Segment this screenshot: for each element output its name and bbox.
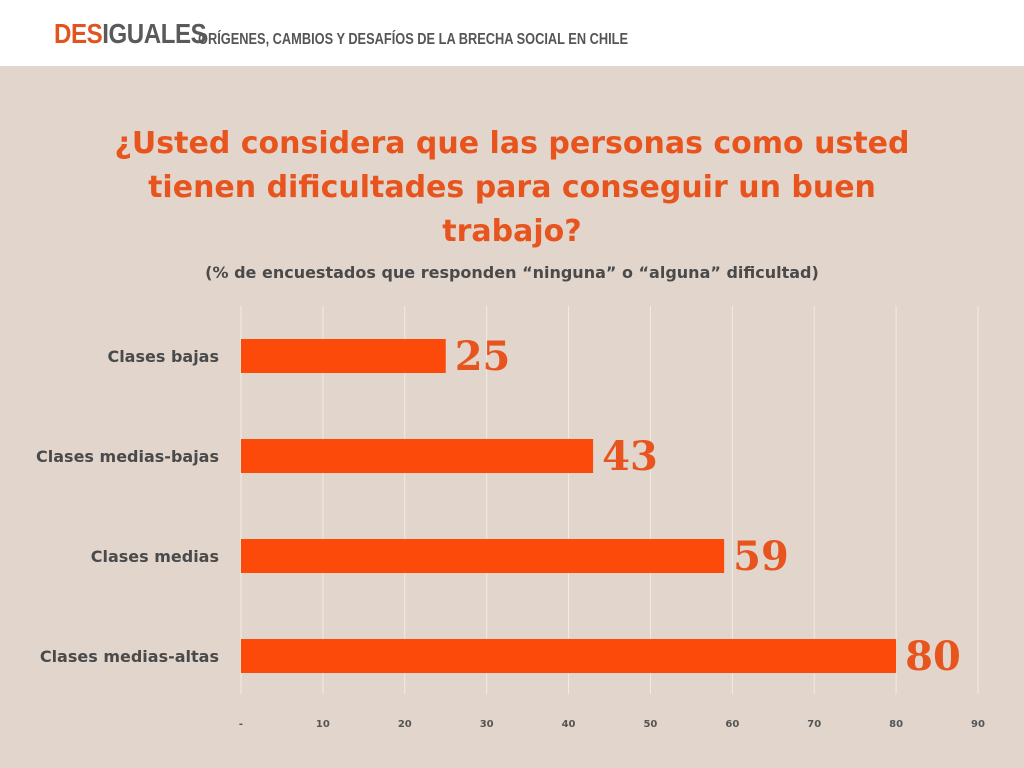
category-label-1: Clases medias-bajas [36,447,219,466]
logo-part-des: DES [54,18,103,49]
x-tick-label-2: 20 [398,719,412,730]
bar-chart: Clases bajas 25 Clases medias-bajas 43 Clase… [36,306,985,730]
desiguales-logo: DESIGUALES [54,18,207,50]
x-tick-label-0: - [239,719,243,730]
category-label-2: Clases medias [91,547,219,566]
value-label-0: 25 [455,333,511,380]
chart-title: ¿Usted considera que las personas como u… [114,126,910,249]
bar-3 [241,639,897,673]
header-tagline: ORÍGENES, CAMBIOS Y DESAFÍOS DE LA BRECH… [198,31,629,48]
header-bar: DESIGUALES ORÍGENES, CAMBIOS Y DESAFÍOS … [0,0,1024,66]
x-tick-label-4: 40 [562,719,576,730]
value-label-2: 59 [733,533,789,580]
x-tick-label-5: 50 [643,719,657,730]
slide-area: ¿Usted considera que las personas como u… [0,66,1024,768]
category-label-3: Clases medias-altas [40,647,219,666]
value-label-1: 43 [602,433,658,480]
value-label-3: 80 [905,633,961,680]
category-label-0: Clases bajas [107,347,219,366]
x-tick-label-7: 70 [807,719,821,730]
bar-2 [241,539,725,573]
bar-1 [241,439,594,473]
logo-part-iguales: IGUALES [102,18,207,49]
x-tick-label-6: 60 [725,719,739,730]
chart-subtitle: (% de encuestados que responden “ninguna… [205,263,819,282]
x-tick-label-1: 10 [316,719,330,730]
bar-0 [241,339,446,373]
x-tick-label-8: 80 [889,719,903,730]
x-tick-label-3: 30 [480,719,494,730]
x-tick-label-9: 90 [971,719,985,730]
